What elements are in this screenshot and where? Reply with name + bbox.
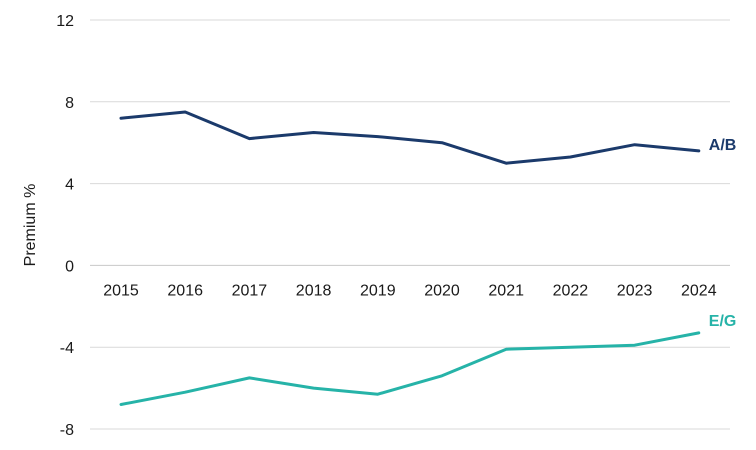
y-tick-label: 4	[65, 177, 74, 194]
x-tick-label: 2016	[167, 282, 203, 299]
x-tick-label: 2021	[488, 282, 524, 299]
y-tick-label: -8	[60, 422, 74, 439]
x-tick-label: 2019	[360, 282, 396, 299]
series-line-e-g	[119, 331, 701, 406]
y-tick-label: 0	[65, 258, 74, 275]
x-tick-label: 2023	[617, 282, 653, 299]
y-axis-title: Premium %	[22, 184, 39, 267]
x-tick-label: 2020	[424, 282, 460, 299]
y-axis-ticks: -8 -4 0 4 8 12	[56, 13, 74, 439]
series-label: E/G	[709, 313, 737, 330]
series-lines	[119, 110, 701, 406]
series-line-a-b	[119, 110, 701, 165]
x-tick-label: 2015	[103, 282, 139, 299]
gridlines	[90, 19, 730, 430]
x-tick-label: 2024	[681, 282, 717, 299]
y-tick-label: 12	[56, 13, 74, 30]
x-tick-label: 2018	[296, 282, 332, 299]
y-tick-label: 8	[65, 95, 74, 112]
series-labels: A/B E/G	[709, 137, 737, 330]
x-axis-ticks: 2015 2016 2017 2018 2019 2020 2021 2022 2023 2024	[103, 282, 716, 299]
x-tick-label: 2017	[232, 282, 268, 299]
series-label: A/B	[709, 137, 737, 154]
x-tick-label: 2022	[553, 282, 589, 299]
y-tick-label: -4	[60, 340, 74, 357]
